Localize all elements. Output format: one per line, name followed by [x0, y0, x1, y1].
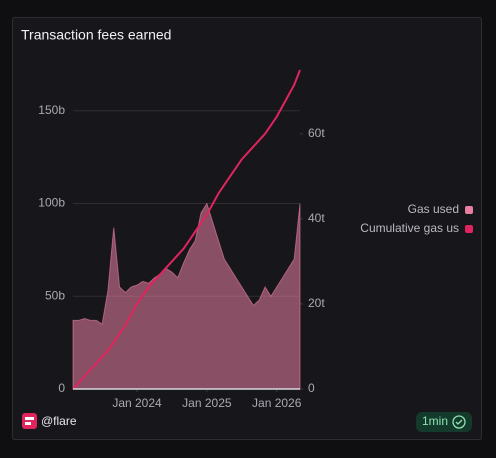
check-icon — [452, 415, 466, 429]
y-tick-label: 100b — [38, 196, 65, 210]
y2-tick-label: 40t — [308, 211, 325, 225]
y2-tick-label: 0 — [308, 381, 315, 395]
check-icon — [455, 419, 463, 425]
area — [72, 202, 301, 390]
logo — [22, 413, 37, 429]
y-tick-label: 50b — [45, 288, 65, 302]
badge-text: 1min — [422, 414, 448, 428]
x-tick-label: Jan 2025 — [182, 396, 232, 410]
y2-tick-label: 60t — [308, 126, 325, 140]
x-tick-label: Jan 2026 — [252, 396, 302, 410]
legend-swatch — [465, 206, 473, 214]
x-tick-label: Jan 2024 — [112, 396, 162, 410]
badge — [416, 412, 472, 432]
handle[interactable]: @flare — [41, 414, 77, 428]
chart-title: Transaction fees earned — [21, 27, 171, 43]
y-tick-label: 150b — [38, 103, 65, 117]
legend-label: Cumulative gas us — [360, 221, 459, 235]
y2-tick-label: 20t — [308, 296, 325, 310]
logo-mark — [25, 422, 31, 425]
line — [72, 69, 301, 390]
logo-mark — [25, 417, 34, 420]
legend-label: Gas used — [408, 202, 459, 216]
legend-swatch — [465, 225, 473, 233]
y-tick-label: 0 — [58, 381, 65, 395]
